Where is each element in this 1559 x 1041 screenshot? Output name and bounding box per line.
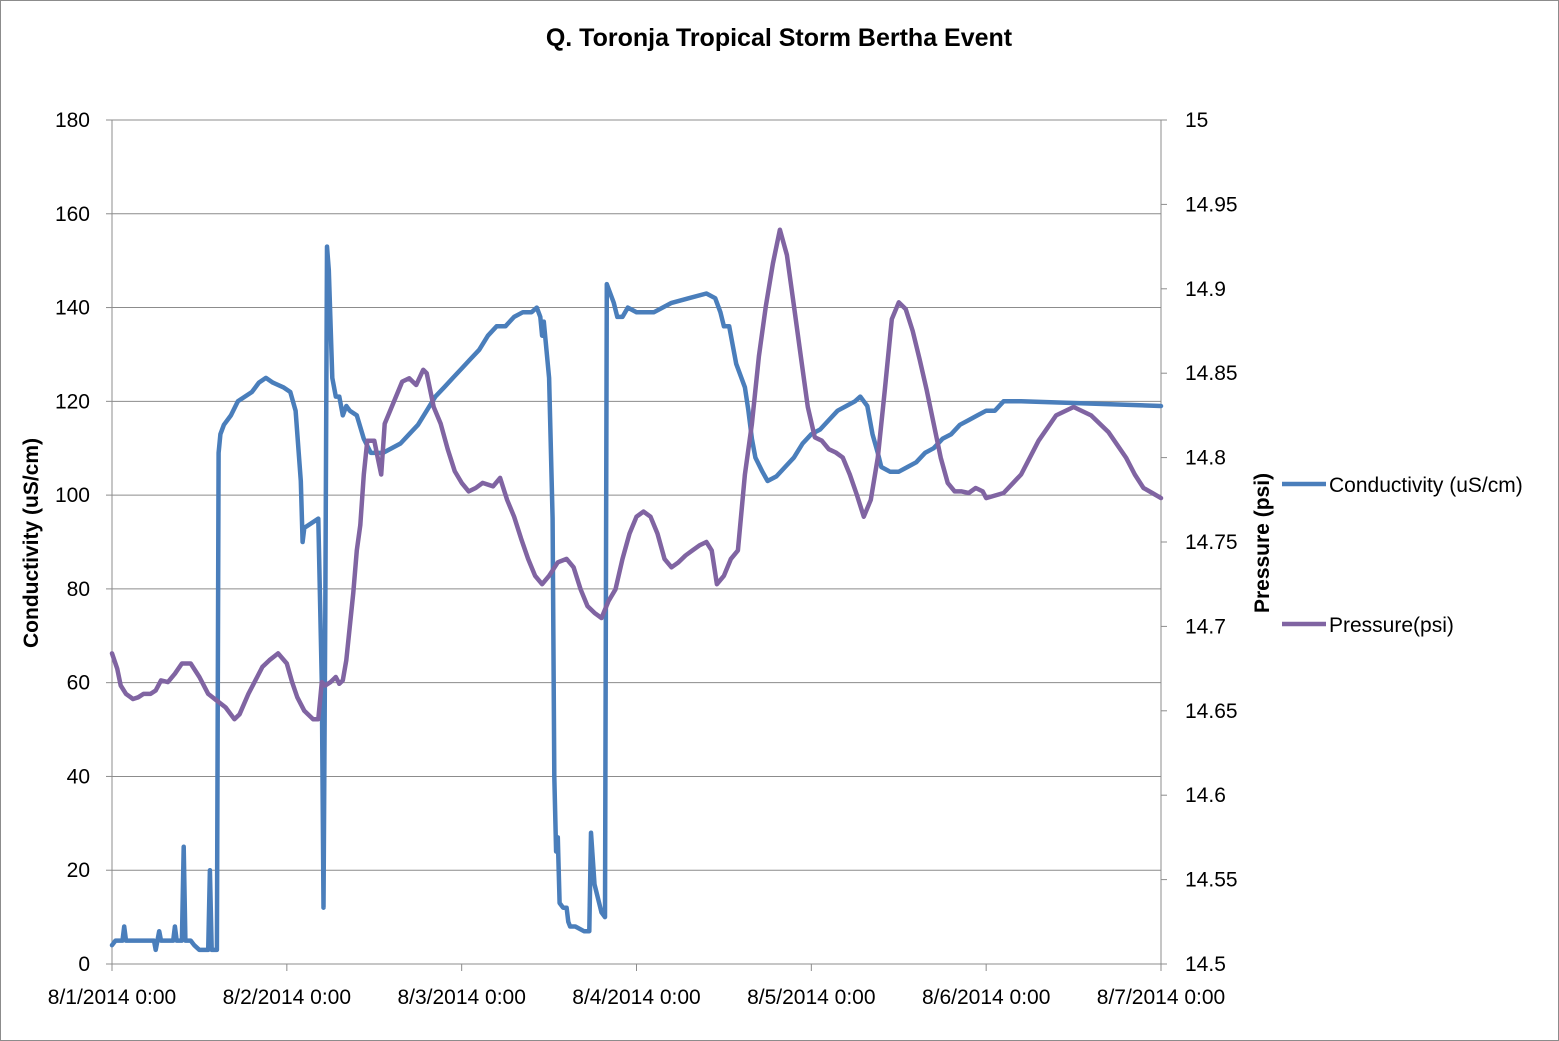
y2-axis-title: Pressure (psi) xyxy=(1251,473,1274,613)
y2-axis-tick-labels: 14.5 14.55 14.6 14.65 14.7 14.75 14.8 14.85 14.9… xyxy=(1185,109,1238,976)
x-tick-label: 8/1/2014 0:00 xyxy=(48,986,176,1009)
y2-tick-label: 14.9 xyxy=(1185,278,1226,301)
series-lines xyxy=(109,227,1164,953)
legend: Conductivity (uS/cm) Pressure(psi) xyxy=(1282,474,1523,637)
y-tick-label: 180 xyxy=(55,109,90,132)
y-axis-title: Conductivity (uS/cm) xyxy=(20,438,43,648)
y-tick-label: 140 xyxy=(55,297,90,320)
y2-tick-label: 15 xyxy=(1185,109,1208,132)
y-tick-label: 60 xyxy=(67,672,90,695)
legend-label: Conductivity (uS/cm) xyxy=(1329,474,1523,497)
x-tick-label: 8/5/2014 0:00 xyxy=(747,986,875,1009)
series-line-pressure xyxy=(109,227,1164,722)
y-tick-label: 160 xyxy=(55,203,90,226)
y2-tick-label: 14.85 xyxy=(1185,362,1238,385)
y-tick-label: 80 xyxy=(67,578,90,601)
x-tick-label: 8/7/2014 0:00 xyxy=(1097,986,1225,1009)
legend-label: Pressure(psi) xyxy=(1329,614,1454,637)
y2-tick-label: 14.95 xyxy=(1185,193,1238,216)
y2-tick-label: 14.55 xyxy=(1185,869,1238,892)
y2-tick-label: 14.8 xyxy=(1185,447,1226,470)
y-tick-label: 40 xyxy=(67,765,90,788)
x-axis-tick-labels: 8/1/2014 0:00 8/2/2014 0:00 8/3/2014 0:00 8… xyxy=(48,986,1225,1009)
gridlines xyxy=(112,119,1161,871)
y-tick-label: 0 xyxy=(78,953,90,976)
x-tick-label: 8/3/2014 0:00 xyxy=(397,986,525,1009)
chart-title: Q. Toronja Tropical Storm Bertha Event xyxy=(546,24,1013,52)
x-tick-label: 8/2/2014 0:00 xyxy=(223,986,351,1009)
y2-tick-label: 14.75 xyxy=(1185,531,1238,554)
y2-tick-label: 14.7 xyxy=(1185,615,1226,638)
y2-tick-label: 14.5 xyxy=(1185,953,1226,976)
y2-tick-label: 14.6 xyxy=(1185,784,1226,807)
series-line-conductivity xyxy=(109,244,1164,953)
y2-tick-label: 14.65 xyxy=(1185,700,1238,723)
x-tick-label: 8/6/2014 0:00 xyxy=(922,986,1050,1009)
x-tick-label: 8/4/2014 0:00 xyxy=(572,986,700,1009)
y-tick-label: 20 xyxy=(67,859,90,882)
y-tick-label: 120 xyxy=(55,390,90,413)
y-axis-tick-labels: 0 20 40 60 80 100 120 140 160 180 xyxy=(55,109,90,976)
y-tick-label: 100 xyxy=(55,484,90,507)
axes xyxy=(106,119,1167,971)
